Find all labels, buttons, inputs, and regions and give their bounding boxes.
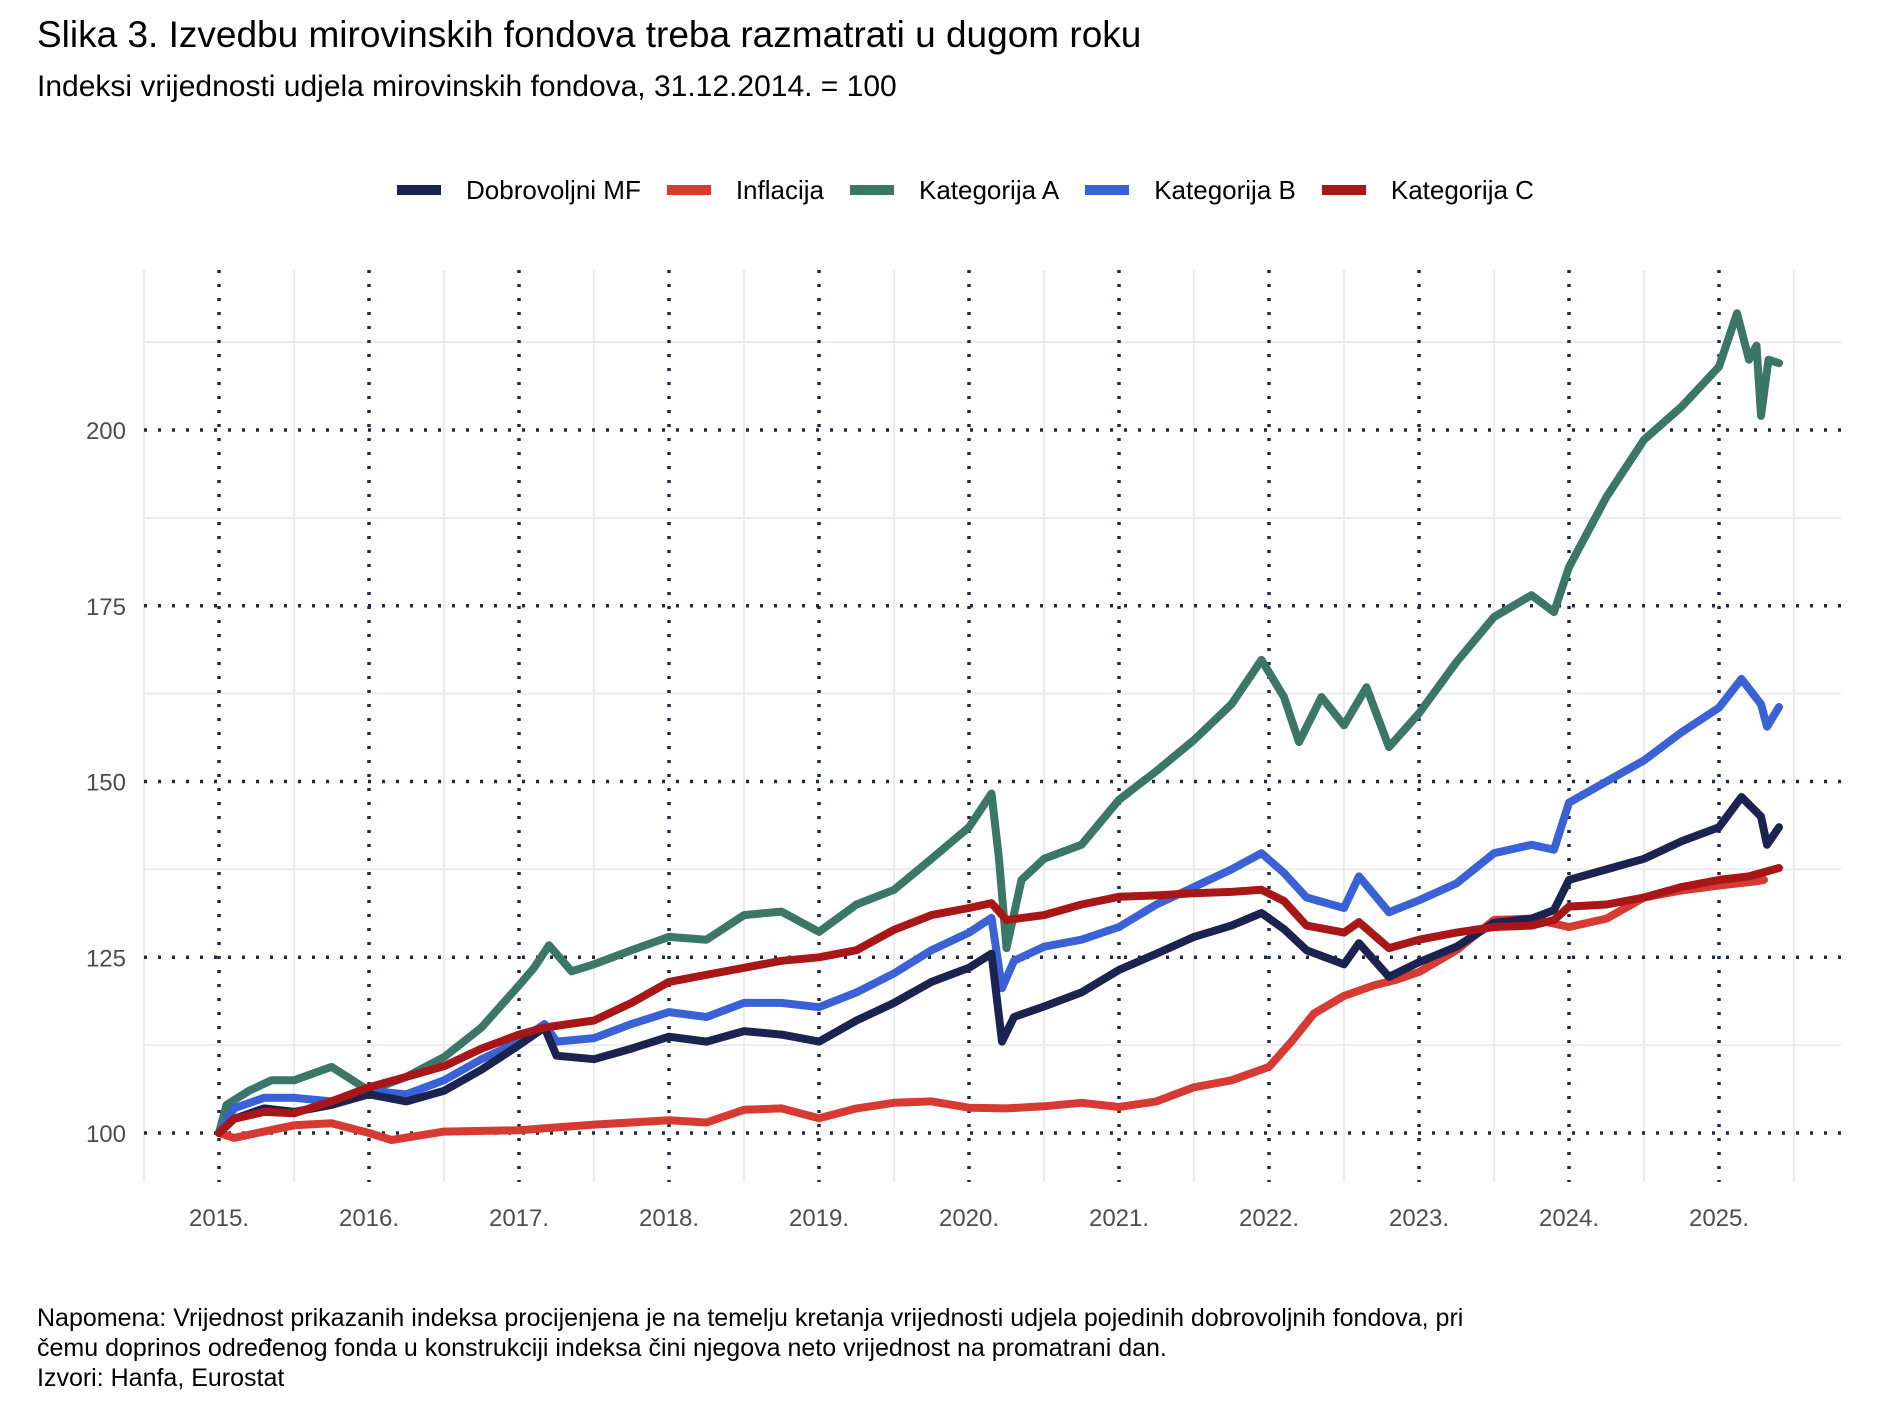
x-tick-label: 2021. (1089, 1205, 1149, 1232)
x-axis-ticks: 2015. 2016. 2017. 2018. 2019. 2020. 2021. 2022.… (189, 1205, 1749, 1232)
y-tick-label: 125 (86, 945, 126, 972)
y-tick-label: 200 (86, 418, 126, 445)
x-tick-label: 2024. (1539, 1205, 1599, 1232)
note-line-2: čemu doprinos određenog fonda u konstruk… (37, 1334, 1167, 1362)
x-tick-label: 2023. (1389, 1205, 1449, 1232)
x-tick-label: 2016. (339, 1205, 399, 1232)
series-line-kategorija-c (215, 864, 1783, 1137)
series-line-kategorija-b (215, 674, 1783, 1137)
legend-item-dobrovoljni: Dobrovoljni MF (397, 175, 641, 206)
legend-label: Inflacija (735, 174, 824, 205)
legend-label: Kategorija A (918, 174, 1060, 205)
chart-subtitle: Indeksi vrijednosti udjela mirovinskih f… (37, 70, 897, 103)
legend-key-kategorija-b (1085, 185, 1130, 195)
y-tick-label: 150 (86, 770, 126, 797)
x-tick-label: 2022. (1239, 1205, 1299, 1232)
minor-gridlines (143, 270, 1841, 1182)
legend-key-inflacija (666, 185, 711, 195)
legend-item-kategorija-a: Kategorija A (849, 174, 1060, 206)
x-tick-label: 2025. (1689, 1205, 1749, 1232)
legend-key-dobrovoljni (397, 185, 441, 195)
legend-item-kategorija-c: Kategorija C (1321, 174, 1534, 206)
sources: Izvori: Hanfa, Eurostat (37, 1364, 285, 1392)
y-axis-ticks: 100 125 150 175 200 (86, 418, 126, 1148)
series-line-dobrovoljni-mf (215, 793, 1783, 1137)
x-tick-label: 2017. (489, 1205, 549, 1232)
chart-title: Slika 3. Izvedbu mirovinskih fondova tre… (37, 14, 1142, 55)
series-layer (215, 309, 1783, 1144)
x-tick-label: 2018. (639, 1205, 699, 1232)
note-line-1: Napomena: Vrijednost prikazanih indeksa … (37, 1304, 1464, 1332)
legend-label: Kategorija B (1154, 174, 1296, 205)
y-tick-label: 175 (86, 594, 126, 621)
legend-item-inflacija: Inflacija (666, 174, 824, 206)
series-line-kategorija-a (215, 309, 1783, 1137)
x-tick-label: 2020. (939, 1205, 999, 1232)
footer-note: Napomena: Vrijednost prikazanih indeksa … (37, 1303, 1463, 1393)
legend-item-kategorija-b: Kategorija B (1085, 175, 1296, 206)
legend-label: Kategorija C (1390, 174, 1534, 205)
x-tick-label: 2015. (189, 1205, 249, 1232)
y-tick-label: 100 (86, 1121, 126, 1148)
x-tick-label: 2019. (789, 1205, 849, 1232)
legend-label: Dobrovoljni MF (466, 174, 641, 205)
legend-key-kategorija-a (849, 185, 894, 195)
legend-key-kategorija-c (1321, 185, 1366, 195)
legend: Dobrovoljni MF Inflacija Kategorija A Ka… (397, 172, 1560, 208)
